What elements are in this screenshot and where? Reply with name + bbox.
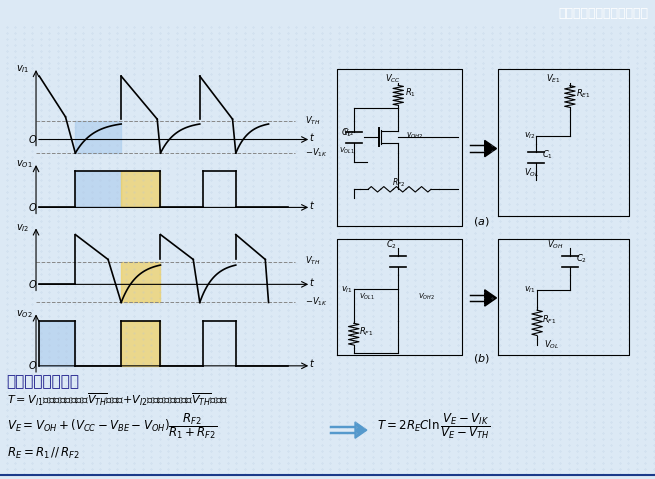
Text: $v_{I2}$: $v_{I2}$	[343, 128, 354, 138]
Text: $C_1$: $C_1$	[542, 148, 553, 161]
Text: $C_2$: $C_2$	[576, 253, 588, 265]
Text: $v_{I2}$: $v_{I2}$	[524, 130, 536, 141]
Text: $V_{TH}$: $V_{TH}$	[305, 254, 320, 267]
Text: $V_{OL}$: $V_{OL}$	[544, 339, 559, 351]
Text: $R_E=R_1\,//\,R_{F2}$: $R_E=R_1\,//\,R_{F2}$	[7, 446, 79, 461]
Text: $V_{CC}$: $V_{CC}$	[385, 73, 401, 85]
Text: $V_{E1}$: $V_{E1}$	[546, 73, 561, 85]
Polygon shape	[355, 422, 367, 438]
Text: $t$: $t$	[309, 357, 315, 369]
Text: $C_1$: $C_1$	[341, 127, 352, 139]
Text: $v_{I1}$: $v_{I1}$	[524, 284, 536, 295]
Text: $V_E=V_{OH}+(V_{CC}-V_{BE}-V_{OH})\dfrac{R_{F2}}{R_1+R_{F2}}$: $V_E=V_{OH}+(V_{CC}-V_{BE}-V_{OH})\dfrac…	[7, 411, 217, 442]
Text: $T=2R_EC\ln\dfrac{V_E-V_{IK}}{V_E-V_{TH}}$: $T=2R_EC\ln\dfrac{V_E-V_{IK}}{V_E-V_{TH}…	[377, 411, 490, 442]
Text: $v_{OH2}$: $v_{OH2}$	[406, 131, 424, 141]
Text: $v_{I1}$: $v_{I1}$	[341, 284, 352, 295]
Text: $V_{OH}$: $V_{OH}$	[547, 238, 564, 251]
Text: $O$: $O$	[28, 201, 37, 213]
Text: $R_{E1}$: $R_{E1}$	[576, 88, 591, 100]
Text: $v_{O2}$: $v_{O2}$	[16, 308, 33, 320]
Text: $v_{O1}$: $v_{O1}$	[16, 159, 33, 171]
Text: $R_1$: $R_1$	[405, 86, 416, 99]
Text: $C_2$: $C_2$	[386, 238, 397, 251]
Text: $R_{F1}$: $R_{F1}$	[542, 314, 557, 326]
Text: $v_{I2}$: $v_{I2}$	[16, 222, 29, 234]
Text: $t$: $t$	[309, 199, 315, 211]
Text: $O$: $O$	[28, 359, 37, 371]
Text: $V_{OL1}$: $V_{OL1}$	[339, 146, 354, 156]
Text: $t$: $t$	[309, 276, 315, 288]
Text: $(a)$: $(a)$	[473, 215, 490, 228]
Text: $O$: $O$	[28, 277, 37, 289]
Text: $R_{F2}$: $R_{F2}$	[392, 177, 405, 189]
Text: $(b)$: $(b)$	[473, 352, 490, 365]
Polygon shape	[485, 140, 496, 157]
Text: 三、振荡频率计算: 三、振荡频率计算	[7, 374, 79, 389]
Text: $-V_{1K}$: $-V_{1K}$	[305, 147, 328, 159]
Text: $V_{TH}$: $V_{TH}$	[305, 114, 320, 127]
Text: $V_{OL}$: $V_{OL}$	[524, 167, 539, 179]
Text: $V_{OL1}$: $V_{OL1}$	[359, 292, 375, 302]
Text: $O$: $O$	[28, 133, 37, 145]
Text: $-V_{1K}$: $-V_{1K}$	[305, 296, 328, 308]
Text: $V_{OH2}$: $V_{OH2}$	[418, 292, 435, 302]
Text: 《数字电子技术基础》第五: 《数字电子技术基础》第五	[559, 7, 648, 20]
Text: $R_{F1}$: $R_{F1}$	[359, 325, 373, 338]
Text: $v_{I1}$: $v_{I1}$	[16, 64, 29, 75]
Text: $t$: $t$	[309, 131, 315, 143]
Polygon shape	[485, 290, 496, 306]
Text: $T=V_{I1}$从充电开始到充至$\overline{V_{TH}}$的时间$+V_{I2}$从充电开始到充至$\overline{V_{TH}}$的时间: $T=V_{I1}$从充电开始到充至$\overline{V_{TH}}$的时间…	[7, 391, 229, 408]
